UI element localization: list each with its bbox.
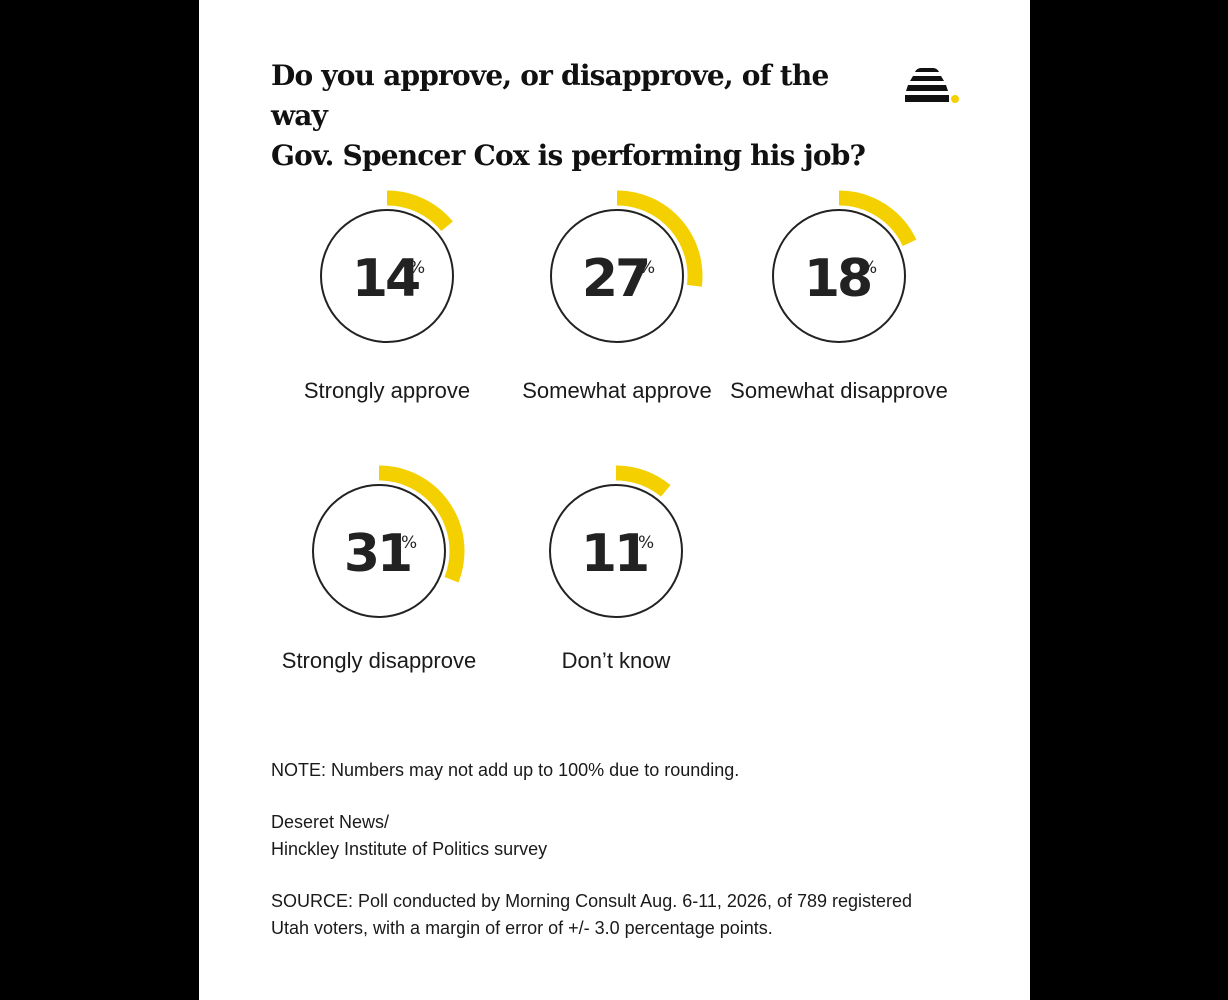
percent-sign: % [409,258,425,278]
source-line-1: SOURCE: Poll conducted by Morning Consul… [271,891,913,911]
gauge-chart: 14% Strongly approve 27% Somewhat approve 18… [282,190,948,673]
footnotes: NOTE: Numbers may not add up to 100% due… [271,757,991,942]
percent-sign: % [638,533,654,553]
gauge-ring [550,209,684,343]
gauge-label: Strongly disapprove [282,648,476,673]
gauge-arc [616,190,703,287]
gauge-ring [320,209,454,343]
title-line-1: Do you approve, or disapprove, of the wa… [271,59,829,132]
percent-sign: % [861,258,877,278]
gauge-label: Somewhat approve [522,378,712,403]
gauge-item: 31% Strongly disapprove [282,465,476,673]
gauge-arc [838,190,917,247]
gauge-ring [549,484,683,618]
percent-sign: % [639,258,655,278]
chart-title: Do you approve, or disapprove, of the wa… [271,56,891,176]
gauge-value: 27 [582,249,648,309]
gauge-item: 11% Don’t know [549,465,683,673]
gauge-label: Somewhat disapprove [730,378,948,403]
source-line-2: Utah voters, with a margin of error of +… [271,918,773,938]
credit-line-1: Deseret News/ [271,812,390,832]
infographic-card: Do you approve, or disapprove, of the wa… [199,0,1030,1000]
gauge-value: 14 [352,249,419,309]
gauge-label: Don’t know [562,648,671,673]
gauge-value: 18 [804,249,870,309]
gauge-item: 14% Strongly approve [304,190,470,403]
gauge-label: Strongly approve [304,378,470,403]
beehive-icon [905,68,959,103]
gauge-ring [772,209,906,343]
gauge-arc [615,465,671,497]
note-text: NOTE: Numbers may not add up to 100% due… [271,760,740,780]
gauge-arc [386,190,453,232]
gauge-ring [312,484,446,618]
percent-sign: % [401,533,417,553]
gauge-arc [378,465,465,583]
gauge-item: 18% Somewhat disapprove [730,190,948,403]
credit-line-2: Hinckley Institute of Politics survey [271,839,548,859]
gauge-value: 31 [344,524,410,584]
title-line-2: Gov. Spencer Cox is performing his job? [271,139,866,172]
gauge-item: 27% Somewhat approve [522,190,712,403]
gauge-value: 11 [581,524,647,584]
